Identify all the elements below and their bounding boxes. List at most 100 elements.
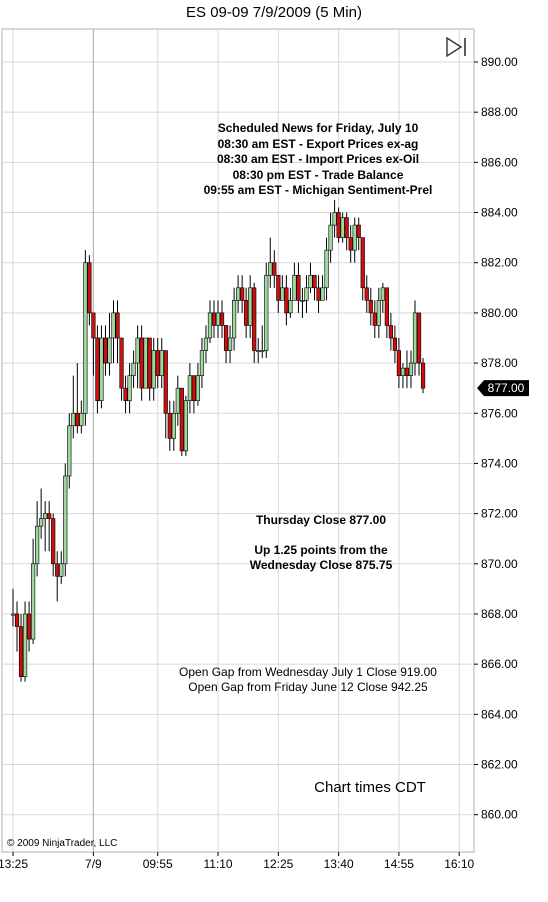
y-tick-label: 886.00 [481,155,518,169]
candle-up [39,518,44,527]
candle-up [207,312,213,339]
x-tick-label: 13:40 [324,857,354,871]
candle-up [67,425,72,477]
candle-down [372,312,377,326]
candle-down [191,375,197,402]
candle-down [284,287,289,314]
candle-up [159,350,164,376]
close-line: Wednesday Close 875.75 [249,558,393,572]
candle-down [119,337,124,389]
candle-down [51,518,56,565]
candle-down [18,626,24,678]
candle-down [312,274,317,289]
gap-line: Open Gap from Friday June 12 Close 942.2… [188,680,428,694]
candle-up [280,287,285,301]
x-tick-label: 09:55 [143,857,173,871]
candle-up [71,412,76,427]
candle-down [420,362,426,389]
news-line: 08:30 am EST - Export Prices ex-ag [217,136,419,151]
candle-down [167,412,172,439]
candle-down [344,217,349,238]
candle-down [155,350,160,376]
candle-up [304,287,309,301]
candle-up [324,249,329,289]
candle-up [308,274,313,289]
y-tick-label: 868.00 [481,607,518,621]
y-tick-label: 876.00 [481,406,518,420]
close-annotation: Thursday Close 877.00 Up 1.25 points fro… [221,513,421,573]
candle-down [26,613,32,640]
y-tick-label: 870.00 [481,557,518,571]
candle-down [103,337,108,364]
close-line: Up 1.25 points from the [254,543,388,557]
last-price-label: 877.00 [488,381,525,395]
candle-up [292,274,297,301]
candle-up [215,312,221,326]
news-line: 09:55 am EST - Michigan Sentiment-Prel [203,183,433,197]
y-tick-label: 864.00 [481,707,518,721]
news-line: 08:30 pm EST - Trade Balance [232,167,404,182]
y-tick-label: 880.00 [481,306,518,320]
plot-frame [1,28,475,853]
close-line [221,528,421,543]
y-tick-label: 860.00 [481,808,518,822]
candle-down [416,312,422,364]
candle-down [147,337,152,389]
candle-up [10,613,16,616]
candle-up [264,274,269,351]
candle-down [396,350,402,376]
y-tick-label: 874.00 [481,456,518,470]
candle-up [187,375,192,402]
candle-up [135,337,140,364]
candle-down [179,387,184,452]
candle-down [276,274,281,301]
x-tick-label: 16:10 [444,857,474,871]
candle-up [232,300,237,339]
y-tick-label: 882.00 [481,256,518,270]
candle-up [248,287,253,326]
candle-down [14,613,20,627]
x-tick-label: 13:25 [0,857,28,871]
scroll-to-end-icon[interactable] [446,36,466,58]
candle-down [91,312,96,339]
candle-up [320,287,325,301]
candle-up [256,350,261,353]
candle-down [392,337,398,351]
x-tick-label: 7/9 [85,857,102,871]
candle-up [412,312,418,364]
candle-down [123,387,128,402]
copyright-text: © 2009 NinjaTrader, LLC [7,838,118,849]
candle-up [199,350,205,376]
candle-up [99,337,104,402]
last-price-tag [477,380,529,397]
news-line: Scheduled News for Friday, July 10 [217,121,419,135]
candle-up [400,367,406,376]
y-tick-label: 878.00 [481,356,518,370]
candle-up [43,513,48,519]
gap-line: Open Gap from Wednesday July 1 Close 919… [179,665,437,679]
candle-up [79,412,84,427]
y-tick-label: 888.00 [481,105,518,119]
candle-down [296,274,301,301]
candle-down [75,412,80,427]
y-tick-label: 884.00 [481,206,518,220]
candle-up [340,217,345,238]
candle-up [236,287,241,301]
news-line: 08:30 am EST - Import Prices ex-Oil [216,152,420,166]
candle-up [30,563,36,640]
candle-up [59,563,64,577]
candle-down [55,563,60,577]
candle-up [183,400,188,452]
x-tick-label: 12:25 [263,857,293,871]
open-gap-annotation: Open Gap from Wednesday July 1 Close 919… [148,665,468,695]
candle-up [227,337,233,351]
candle-down [87,262,92,314]
candle-down [115,312,120,339]
candle-down [139,337,144,389]
candle-up [175,387,180,414]
candle-up [376,300,381,326]
candle-down [272,262,277,276]
candle-up [171,412,176,439]
candle-up [107,337,112,364]
